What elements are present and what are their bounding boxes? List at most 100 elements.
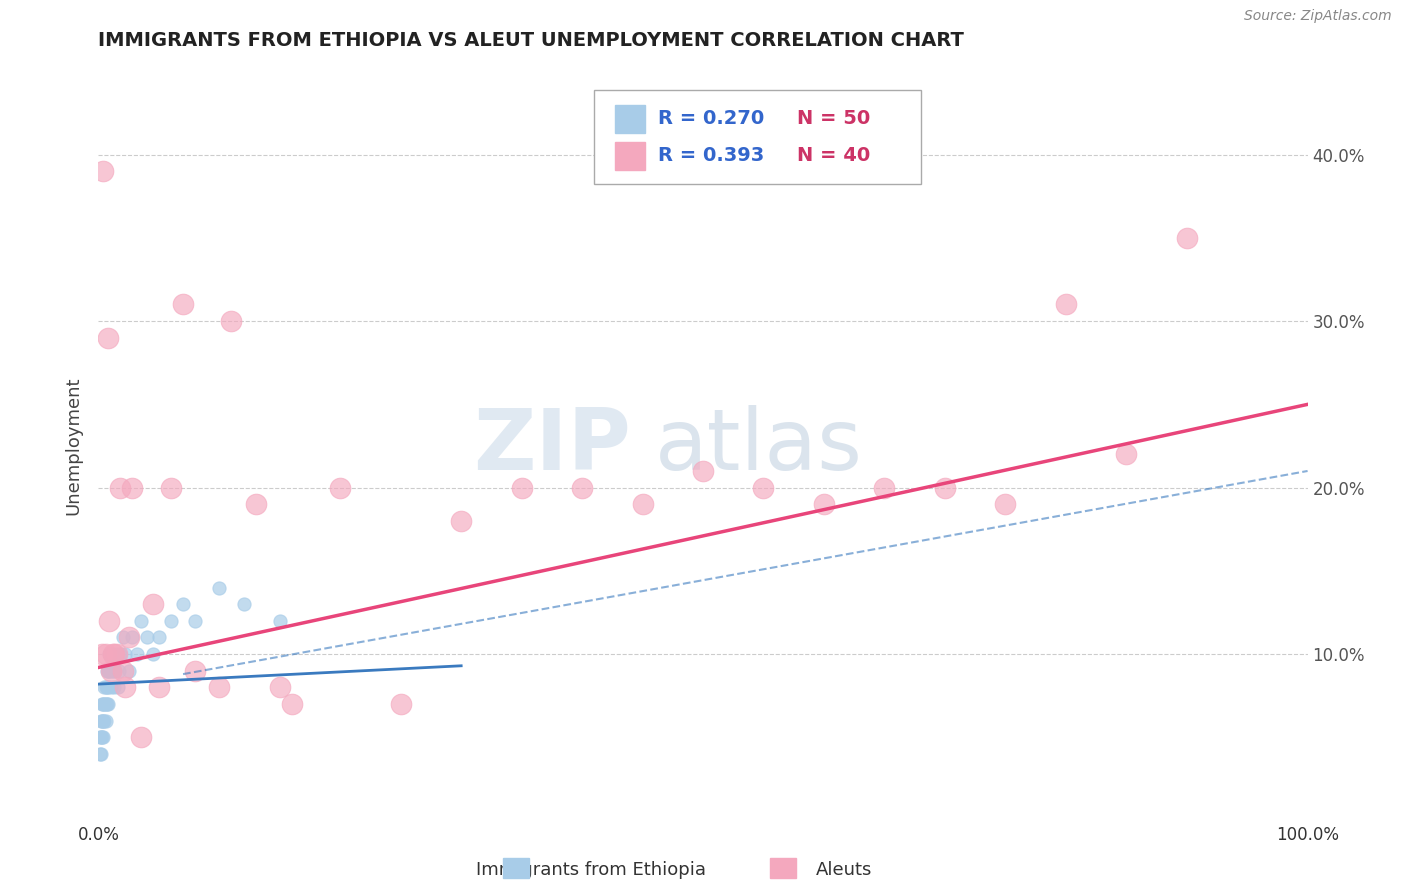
Point [100, 681, 122, 695]
Point [105, 647, 128, 661]
Point [232, 597, 254, 611]
Point [94, 697, 117, 711]
Point [111, 631, 134, 645]
Point [98, 647, 121, 661]
Point [90, 714, 112, 728]
Text: N = 40: N = 40 [797, 146, 870, 165]
Point [89, 747, 111, 761]
Point [245, 497, 267, 511]
Point [269, 614, 291, 628]
Point [94, 681, 117, 695]
Point [208, 581, 231, 595]
Point [281, 697, 304, 711]
Point [121, 481, 143, 495]
Point [118, 664, 141, 678]
Point [1054, 297, 1077, 311]
Point [93, 681, 115, 695]
Text: N = 50: N = 50 [797, 109, 870, 128]
Point [221, 314, 243, 328]
Point [111, 664, 134, 678]
Point [1115, 447, 1137, 461]
Point [91, 714, 114, 728]
Point [90, 747, 112, 761]
Point [269, 681, 291, 695]
Point [100, 647, 122, 661]
Point [121, 631, 143, 645]
Text: ZIP: ZIP [472, 404, 630, 488]
Point [97, 664, 120, 678]
Point [142, 647, 165, 661]
Text: R = 0.393: R = 0.393 [658, 146, 765, 165]
Point [873, 481, 896, 495]
Point [107, 681, 129, 695]
FancyBboxPatch shape [595, 90, 921, 184]
Point [208, 681, 231, 695]
Y-axis label: Unemployment: Unemployment [65, 376, 83, 516]
Point [103, 647, 125, 661]
Point [184, 664, 207, 678]
Point [571, 481, 593, 495]
Point [108, 664, 131, 678]
Point [100, 664, 122, 678]
Point [91, 697, 114, 711]
Text: Source: ZipAtlas.com: Source: ZipAtlas.com [1244, 9, 1392, 23]
Point [148, 681, 170, 695]
Point [91, 647, 114, 661]
Point [510, 481, 533, 495]
Point [91, 731, 114, 745]
Point [90, 731, 112, 745]
Point [135, 631, 157, 645]
Point [89, 731, 111, 745]
Point [118, 631, 141, 645]
Point [101, 647, 124, 661]
Point [108, 481, 131, 495]
Point [91, 697, 114, 711]
Bar [614, 142, 645, 170]
Point [994, 497, 1017, 511]
Point [105, 647, 128, 661]
Point [91, 164, 114, 178]
Point [93, 697, 115, 711]
Point [129, 614, 152, 628]
Text: IMMIGRANTS FROM ETHIOPIA VS ALEUT UNEMPLOYMENT CORRELATION CHART: IMMIGRANTS FROM ETHIOPIA VS ALEUT UNEMPL… [98, 31, 965, 50]
Point [97, 681, 120, 695]
Point [98, 664, 121, 678]
Point [100, 664, 122, 678]
Point [129, 731, 152, 745]
Point [160, 481, 183, 495]
Point [934, 481, 956, 495]
Point [108, 647, 131, 661]
Point [96, 664, 118, 678]
Text: Immigrants from Ethiopia: Immigrants from Ethiopia [475, 861, 706, 879]
Point [142, 597, 165, 611]
Point [96, 681, 118, 695]
Point [692, 464, 714, 478]
Point [103, 681, 125, 695]
Point [94, 714, 117, 728]
Point [172, 597, 194, 611]
Point [97, 697, 120, 711]
Point [101, 664, 124, 678]
Point [91, 731, 114, 745]
Point [127, 647, 149, 661]
Point [148, 631, 170, 645]
Bar [614, 104, 645, 133]
Point [172, 297, 194, 311]
Point [91, 714, 114, 728]
Point [752, 481, 775, 495]
Point [329, 481, 352, 495]
Point [114, 647, 136, 661]
Point [184, 614, 207, 628]
Point [813, 497, 835, 511]
Point [104, 664, 127, 678]
Text: R = 0.270: R = 0.270 [658, 109, 765, 128]
Text: Aleuts: Aleuts [815, 861, 872, 879]
Text: atlas: atlas [655, 404, 863, 488]
Point [98, 614, 121, 628]
Point [96, 697, 118, 711]
Point [631, 497, 654, 511]
Point [94, 647, 117, 661]
Point [93, 714, 115, 728]
Point [114, 681, 136, 695]
Point [450, 514, 472, 528]
